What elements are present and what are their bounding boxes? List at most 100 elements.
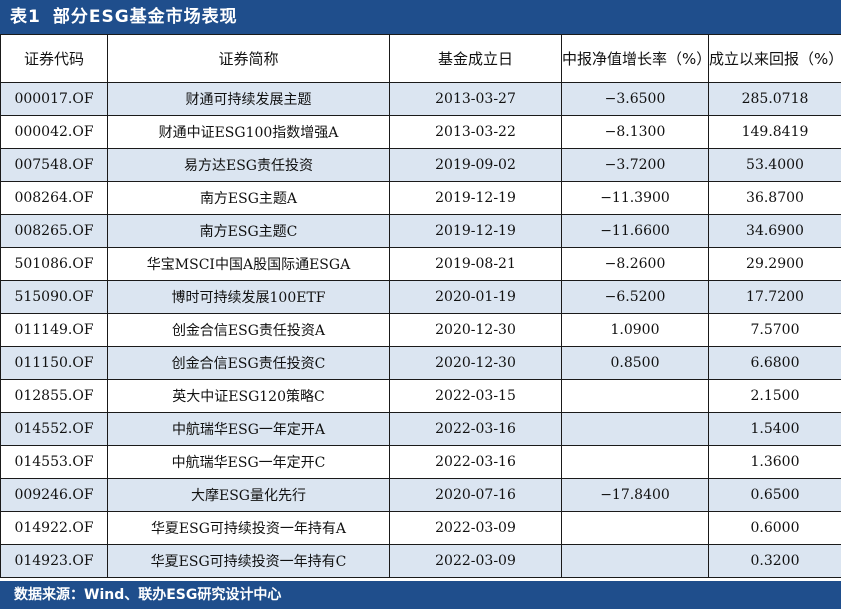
table-row: 000042.OF 财通中证ESG100指数增强A 2013-03-22 −8.130…: [0, 115, 841, 149]
table-row: 014553.OF 中航瑞华ESG一年定开C 2022-03-16 1.3600: [0, 445, 841, 479]
return-cell: 36.8700: [708, 181, 841, 215]
table-row: 008264.OF 南方ESG主题A 2019-12-19 −11.3900 36.87…: [0, 181, 841, 215]
growth-cell: −11.6600: [561, 214, 709, 248]
date-cell: 2022-03-15: [389, 379, 562, 413]
table-row: 501086.OF 华宝MSCI中国A股国际通ESGA 2019-08-21 −8.2…: [0, 247, 841, 281]
return-cell: 1.5400: [708, 412, 841, 446]
name-cell: 中航瑞华ESG一年定开A: [107, 412, 390, 446]
growth-cell: [561, 412, 709, 446]
code-cell: 014922.OF: [0, 511, 108, 545]
code-cell: 014923.OF: [0, 544, 108, 578]
date-cell: 2022-03-09: [389, 511, 562, 545]
date-cell: 2013-03-22: [389, 115, 562, 149]
table-row: 012855.OF 英大中证ESG120策略C 2022-03-15 2.1500: [0, 379, 841, 413]
name-cell: 华夏ESG可持续投资一年持有C: [107, 544, 390, 578]
name-cell: 南方ESG主题C: [107, 214, 390, 248]
growth-cell: 0.8500: [561, 346, 709, 380]
data-source: 数据来源：Wind、联办ESG研究设计中心: [0, 581, 841, 609]
return-cell: 0.6000: [708, 511, 841, 545]
return-cell: 34.6900: [708, 214, 841, 248]
date-cell: 2022-03-16: [389, 412, 562, 446]
table-title-text: 部分ESG基金市场表现: [52, 7, 238, 27]
return-cell: 7.5700: [708, 313, 841, 347]
table-row: 014923.OF 华夏ESG可持续投资一年持有C 2022-03-09 0.3200: [0, 544, 841, 578]
table-row: 014552.OF 中航瑞华ESG一年定开A 2022-03-16 1.5400: [0, 412, 841, 446]
table-number: 表1: [10, 7, 41, 27]
code-cell: 515090.OF: [0, 280, 108, 314]
table-row: 011149.OF 创金合信ESG责任投资A 2020-12-30 1.0900 7.5…: [0, 313, 841, 347]
code-cell: 011149.OF: [0, 313, 108, 347]
name-cell: 华宝MSCI中国A股国际通ESGA: [107, 247, 390, 281]
header-code: 证券代码: [0, 34, 108, 83]
return-cell: 53.4000: [708, 148, 841, 182]
return-cell: 0.6500: [708, 478, 841, 512]
header-row: 证券代码 证券简称 基金成立日 中报净值增长率（%） 成立以来回报（%）: [0, 34, 841, 83]
code-cell: 008264.OF: [0, 181, 108, 215]
name-cell: 中航瑞华ESG一年定开C: [107, 445, 390, 479]
growth-cell: [561, 379, 709, 413]
growth-cell: −3.7200: [561, 148, 709, 182]
name-cell: 华夏ESG可持续投资一年持有A: [107, 511, 390, 545]
name-cell: 财通可持续发展主题: [107, 82, 390, 116]
date-cell: 2019-12-19: [389, 181, 562, 215]
code-cell: 012855.OF: [0, 379, 108, 413]
return-cell: 6.6800: [708, 346, 841, 380]
table-row: 011150.OF 创金合信ESG责任投资C 2020-12-30 0.8500 6.6…: [0, 346, 841, 380]
table-row: 014922.OF 华夏ESG可持续投资一年持有A 2022-03-09 0.6000: [0, 511, 841, 545]
name-cell: 创金合信ESG责任投资C: [107, 346, 390, 380]
code-cell: 000042.OF: [0, 115, 108, 149]
return-cell: 149.8419: [708, 115, 841, 149]
code-cell: 007548.OF: [0, 148, 108, 182]
date-cell: 2020-12-30: [389, 313, 562, 347]
table-row: 515090.OF 博时可持续发展100ETF 2020-01-19 −6.5200 1…: [0, 280, 841, 314]
code-cell: 014552.OF: [0, 412, 108, 446]
code-cell: 000017.OF: [0, 82, 108, 116]
date-cell: 2020-01-19: [389, 280, 562, 314]
growth-cell: [561, 511, 709, 545]
growth-cell: −11.3900: [561, 181, 709, 215]
header-growth: 中报净值增长率（%）: [561, 34, 709, 83]
name-cell: 南方ESG主题A: [107, 181, 390, 215]
table-row: 009246.OF 大摩ESG量化先行 2020-07-16 −17.8400 0.65…: [0, 478, 841, 512]
table-row: 008265.OF 南方ESG主题C 2019-12-19 −11.6600 34.69…: [0, 214, 841, 248]
return-cell: 0.3200: [708, 544, 841, 578]
date-cell: 2022-03-09: [389, 544, 562, 578]
name-cell: 财通中证ESG100指数增强A: [107, 115, 390, 149]
code-cell: 008265.OF: [0, 214, 108, 248]
code-cell: 014553.OF: [0, 445, 108, 479]
return-cell: 1.3600: [708, 445, 841, 479]
growth-cell: −8.2600: [561, 247, 709, 281]
date-cell: 2020-12-30: [389, 346, 562, 380]
return-cell: 2.1500: [708, 379, 841, 413]
date-cell: 2019-08-21: [389, 247, 562, 281]
code-cell: 011150.OF: [0, 346, 108, 380]
table-row: 000017.OF 财通可持续发展主题 2013-03-27 −3.6500 285.0…: [0, 82, 841, 116]
header-date: 基金成立日: [389, 34, 562, 83]
table-row: 007548.OF 易方达ESG责任投资 2019-09-02 −3.7200 53.4…: [0, 148, 841, 182]
growth-cell: −17.8400: [561, 478, 709, 512]
header-return: 成立以来回报（%）: [708, 34, 841, 83]
growth-cell: −3.6500: [561, 82, 709, 116]
name-cell: 易方达ESG责任投资: [107, 148, 390, 182]
date-cell: 2019-12-19: [389, 214, 562, 248]
fund-performance-table: 证券代码 证券简称 基金成立日 中报净值增长率（%） 成立以来回报（%） 000…: [0, 34, 841, 578]
name-cell: 大摩ESG量化先行: [107, 478, 390, 512]
growth-cell: −6.5200: [561, 280, 709, 314]
return-cell: 285.0718: [708, 82, 841, 116]
return-cell: 29.2900: [708, 247, 841, 281]
table-title: 表1 部分ESG基金市场表现: [0, 0, 841, 34]
name-cell: 创金合信ESG责任投资A: [107, 313, 390, 347]
header-name: 证券简称: [107, 34, 390, 83]
growth-cell: [561, 445, 709, 479]
date-cell: 2019-09-02: [389, 148, 562, 182]
table-body: 000017.OF 财通可持续发展主题 2013-03-27 −3.6500 285.0…: [0, 82, 841, 578]
date-cell: 2022-03-16: [389, 445, 562, 479]
name-cell: 博时可持续发展100ETF: [107, 280, 390, 314]
date-cell: 2020-07-16: [389, 478, 562, 512]
growth-cell: [561, 544, 709, 578]
growth-cell: 1.0900: [561, 313, 709, 347]
return-cell: 17.7200: [708, 280, 841, 314]
name-cell: 英大中证ESG120策略C: [107, 379, 390, 413]
code-cell: 501086.OF: [0, 247, 108, 281]
date-cell: 2013-03-27: [389, 82, 562, 116]
